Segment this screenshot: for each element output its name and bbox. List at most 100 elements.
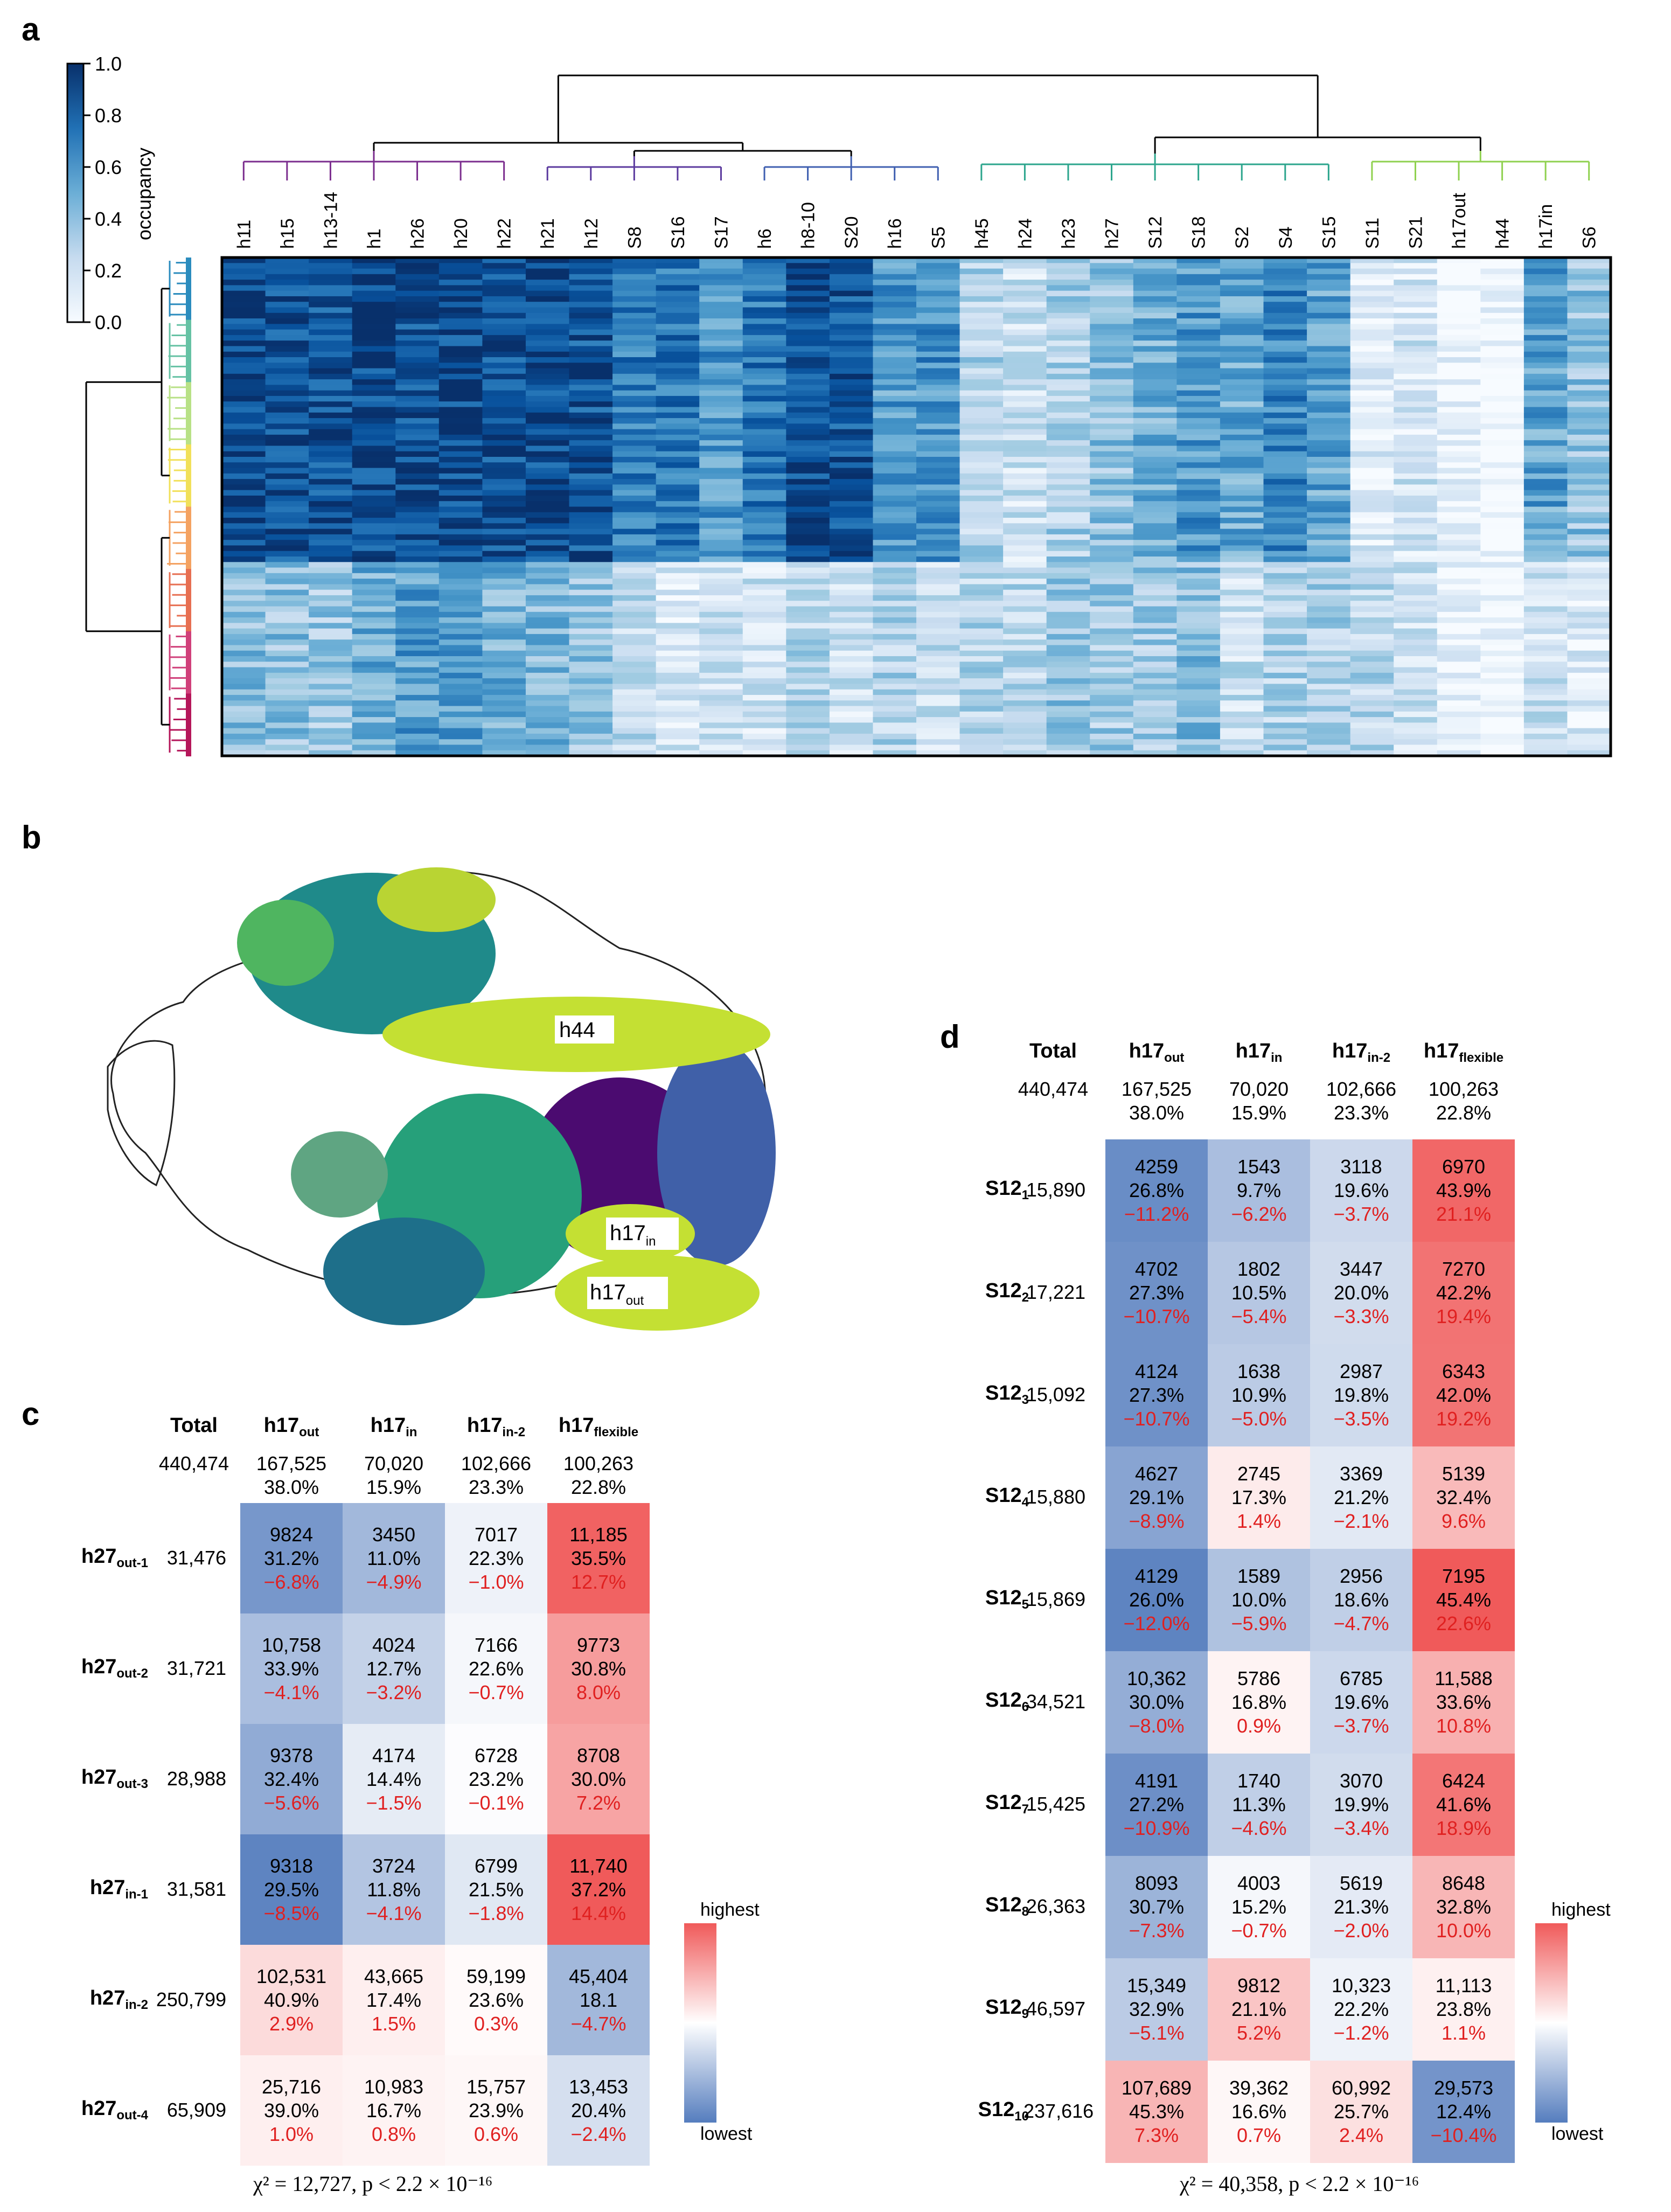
- heatmap-cell: [222, 423, 266, 430]
- heatmap-cell: [309, 518, 353, 524]
- heatmap-cell: [786, 285, 830, 291]
- column-total: 102,666 23.3%: [437, 1452, 555, 1499]
- heatmap-cell: [1394, 395, 1438, 402]
- heatmap-cell: [1480, 733, 1524, 740]
- heatmap-cell: [1176, 733, 1221, 740]
- heatmap-cell: [265, 335, 309, 341]
- heatmap-cell: [309, 601, 353, 607]
- heatmap-cell: [352, 373, 396, 380]
- heatmap-cell: [699, 534, 743, 540]
- heatmap-cell: [222, 484, 266, 491]
- heatmap-cell: [525, 551, 570, 557]
- heatmap-cell: [1394, 479, 1438, 485]
- heatmap-cell: [1176, 263, 1221, 269]
- heatmap-cell: [309, 662, 353, 668]
- heatmap-cell: [873, 617, 917, 623]
- heatmap-cell: [525, 667, 570, 673]
- row-header-sub: 7: [1021, 1802, 1029, 1817]
- heatmap-cell: [309, 418, 353, 424]
- heatmap-cell: [656, 407, 700, 413]
- heatmap-cell: [656, 722, 700, 729]
- heatmap-cell: [1133, 312, 1177, 319]
- heatmap-cell: [959, 258, 1004, 263]
- heatmap-cell: [916, 595, 960, 601]
- heatmap-cell: [1523, 606, 1568, 613]
- heatmap-cell: [1133, 662, 1177, 668]
- heatmap-cell: [482, 324, 526, 330]
- heatmap-cell: [1090, 357, 1134, 363]
- heatmap-cell: [1263, 280, 1307, 286]
- heatmap-cell: [786, 545, 830, 552]
- heatmap-cell: [1523, 468, 1568, 474]
- heatmap-cell: [1437, 395, 1481, 402]
- heatmap-cell: [699, 263, 743, 269]
- heatmap-cell: [656, 562, 700, 568]
- heatmap-cell: [395, 280, 440, 286]
- cell-percent: 20.4%: [570, 2099, 626, 2121]
- heatmap-cell: [525, 346, 570, 352]
- heatmap-cell: [1350, 611, 1394, 618]
- heatmap-cell: [612, 623, 657, 629]
- cell-deviation: −6.8%: [263, 1570, 319, 1593]
- cell-deviation: 19.2%: [1436, 1408, 1492, 1430]
- heatmap-cell: [222, 750, 266, 756]
- heatmap-cell: [1307, 700, 1351, 707]
- column-header-sub: in-2: [502, 1425, 526, 1439]
- cell-count: 11,113: [1435, 1974, 1492, 1997]
- heatmap-cell: [1133, 611, 1177, 618]
- heatmap-cell: [612, 307, 657, 314]
- heatmap-cell: [309, 750, 353, 756]
- cell-deviation: 0.3%: [474, 2012, 519, 2035]
- cell-deviation: 10.8%: [1436, 1715, 1492, 1737]
- heatmap-cell: [1480, 379, 1524, 385]
- heatmap-cell: [482, 733, 526, 740]
- heatmap-cell: [395, 258, 440, 263]
- heatmap-cell: [1350, 579, 1394, 585]
- heatmap-cell: [873, 346, 917, 352]
- heatmap-cell: [1176, 268, 1221, 275]
- heatmap-cell: [699, 501, 743, 507]
- heatmap-cell: [1394, 717, 1438, 723]
- heatmap-cell: [1263, 645, 1307, 651]
- heatmap-cell: [438, 379, 483, 385]
- heatmap-cell: [1394, 296, 1438, 302]
- heatmap-cell: [438, 678, 483, 684]
- heatmap-cell: [1307, 717, 1351, 723]
- heatmap-cell: [1523, 457, 1568, 463]
- heatmap-cell: [1176, 579, 1221, 585]
- heatmap-cell: [265, 684, 309, 690]
- heatmap-cell: [1133, 335, 1177, 341]
- cell-percent: 35.5%: [570, 1547, 626, 1569]
- heatmap-cell: [1567, 722, 1611, 729]
- heatmap-cell: [438, 601, 483, 607]
- heatmap-cell: [1394, 434, 1438, 441]
- heatmap-cell: [829, 329, 874, 336]
- heatmap-cell: [1176, 650, 1221, 657]
- row-header: h27out-4: [54, 2097, 148, 2123]
- heatmap-cell: [873, 335, 917, 341]
- heatmap-cell: [569, 606, 613, 613]
- heatmap-cell: [395, 285, 440, 291]
- heatmap-cell: [959, 584, 1004, 590]
- heatmap-cell: [482, 573, 526, 579]
- heatmap-cell: [1350, 728, 1394, 734]
- heatmap-cell: [786, 700, 830, 707]
- cell-count: 6728: [474, 1744, 518, 1766]
- row-cluster-strip: [186, 631, 191, 694]
- heatmap-cell: [525, 318, 570, 324]
- heatmap-cell: [1220, 567, 1264, 574]
- table-cell: 1543 9.7% −6.2%: [1208, 1139, 1310, 1242]
- heatmap-cell: [786, 689, 830, 695]
- heatmap-cell: [916, 401, 960, 408]
- heatmap-cell: [482, 418, 526, 424]
- heatmap-cell: [482, 700, 526, 707]
- heatmap-cell: [829, 623, 874, 629]
- heatmap-cell: [959, 462, 1004, 469]
- heatmap-cell: [1307, 263, 1351, 269]
- heatmap-cell: [352, 501, 396, 507]
- heatmap-cell: [612, 335, 657, 341]
- heatmap-cell: [656, 434, 700, 441]
- heatmap-cell: [1480, 667, 1524, 673]
- heatmap-cell: [1133, 595, 1177, 601]
- heatmap-cell: [352, 678, 396, 684]
